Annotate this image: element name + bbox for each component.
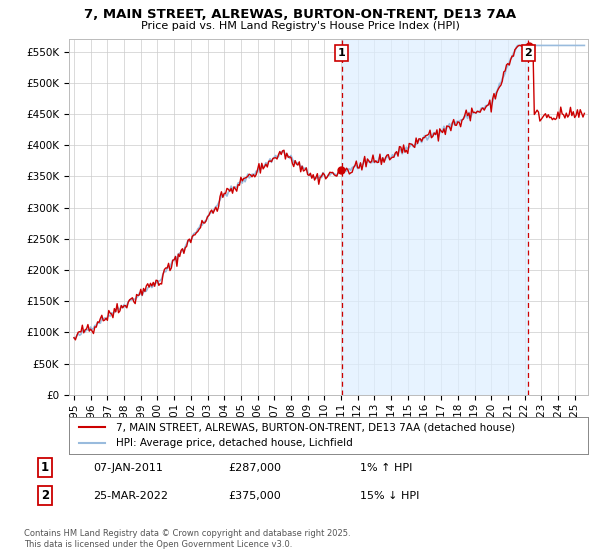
Text: 1% ↑ HPI: 1% ↑ HPI (360, 463, 412, 473)
Text: HPI: Average price, detached house, Lichfield: HPI: Average price, detached house, Lich… (116, 438, 352, 449)
Text: 07-JAN-2011: 07-JAN-2011 (93, 463, 163, 473)
Text: 1: 1 (41, 461, 49, 474)
Text: 1: 1 (338, 48, 346, 58)
Text: 7, MAIN STREET, ALREWAS, BURTON-ON-TRENT, DE13 7AA: 7, MAIN STREET, ALREWAS, BURTON-ON-TRENT… (84, 8, 516, 21)
Bar (341, 39, 529, 395)
Text: £287,000: £287,000 (228, 463, 281, 473)
Text: 25-MAR-2022: 25-MAR-2022 (93, 491, 168, 501)
Text: 2: 2 (41, 489, 49, 502)
Text: Price paid vs. HM Land Registry's House Price Index (HPI): Price paid vs. HM Land Registry's House … (140, 21, 460, 31)
Text: 15% ↓ HPI: 15% ↓ HPI (360, 491, 419, 501)
Text: 2: 2 (524, 48, 532, 58)
Text: 7, MAIN STREET, ALREWAS, BURTON-ON-TRENT, DE13 7AA (detached house): 7, MAIN STREET, ALREWAS, BURTON-ON-TRENT… (116, 422, 515, 432)
Text: £375,000: £375,000 (228, 491, 281, 501)
Text: Contains HM Land Registry data © Crown copyright and database right 2025.
This d: Contains HM Land Registry data © Crown c… (24, 529, 350, 549)
